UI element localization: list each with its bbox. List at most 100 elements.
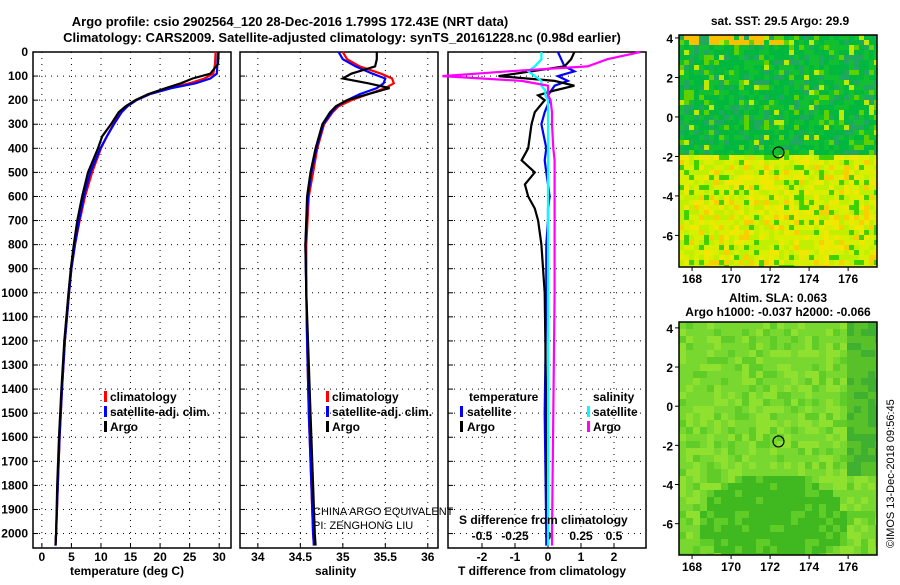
map-cell [854, 420, 861, 427]
map-cell [699, 175, 704, 180]
map-cell [869, 175, 874, 180]
legend-swatch-argo [104, 421, 107, 432]
map-cell [794, 175, 799, 180]
map-cell [693, 532, 700, 539]
map-cell [714, 130, 719, 135]
map-cell [719, 95, 724, 100]
map-cell [724, 250, 729, 255]
map-cell [686, 497, 693, 504]
map-cell [798, 434, 805, 441]
s-diff-tick-label: 0.25 [569, 529, 593, 543]
map-cell [798, 469, 805, 476]
map-cell [763, 490, 770, 497]
map-cell [869, 85, 874, 90]
map-cell [739, 85, 744, 90]
map-cell [819, 497, 826, 504]
map-cell [861, 483, 868, 490]
map-cell [847, 413, 854, 420]
map-cell [719, 215, 724, 220]
lon-tick-label: 172 [760, 560, 780, 574]
map-cell [694, 255, 699, 260]
map-cell [777, 427, 784, 434]
map-cell [839, 185, 844, 190]
map-cell [714, 40, 719, 45]
map-cell [798, 350, 805, 357]
map-cell [735, 343, 742, 350]
map-cell [679, 427, 686, 434]
map-cell [714, 170, 719, 175]
map-cell [839, 55, 844, 60]
map-cell [784, 80, 789, 85]
map-cell [784, 406, 791, 413]
map-cell [814, 40, 819, 45]
map-cell [864, 50, 869, 55]
map-cell [707, 546, 714, 553]
map-cell [812, 420, 819, 427]
map-cell [770, 483, 777, 490]
map-cell [859, 250, 864, 255]
map-cell [709, 215, 714, 220]
map-cell [763, 455, 770, 462]
map-cell [729, 130, 734, 135]
map-cell [833, 532, 840, 539]
map-cell [833, 322, 840, 329]
map-cell [749, 265, 754, 267]
map-cell [854, 50, 859, 55]
map-cell [798, 420, 805, 427]
map-cell [774, 75, 779, 80]
map-cell [804, 75, 809, 80]
map-cell [791, 371, 798, 378]
map-cell [704, 215, 709, 220]
map-cell [779, 45, 784, 50]
map-cell [839, 205, 844, 210]
map-cell [699, 165, 704, 170]
map-cell [679, 50, 684, 55]
map-cell [844, 130, 849, 135]
map-cell [764, 135, 769, 140]
map-cell [729, 190, 734, 195]
map-cell [861, 539, 868, 546]
map-cell [769, 120, 774, 125]
map-cell [829, 115, 834, 120]
map-cell [769, 260, 774, 265]
map-cell [724, 205, 729, 210]
map-cell [840, 329, 847, 336]
map-cell [854, 175, 859, 180]
map-cell [819, 60, 824, 65]
map-cell [805, 406, 812, 413]
map-cell [754, 195, 759, 200]
map-cell [679, 95, 684, 100]
map-cell [819, 504, 826, 511]
map-cell [854, 413, 861, 420]
map-cell [700, 518, 707, 525]
map-cell [689, 105, 694, 110]
map-cell [763, 350, 770, 357]
map-cell [829, 90, 834, 95]
map-cell [735, 322, 742, 329]
map-cell [764, 65, 769, 70]
map-cell [794, 205, 799, 210]
map-cell [709, 160, 714, 165]
map-cell [859, 220, 864, 225]
map-cell [847, 336, 854, 343]
map-cell [826, 504, 833, 511]
map-cell [704, 85, 709, 90]
map-cell [777, 413, 784, 420]
map-cell [714, 45, 719, 50]
map-cell [834, 225, 839, 230]
map-cell [714, 180, 719, 185]
map-cell [744, 185, 749, 190]
map-cell [735, 427, 742, 434]
map-cell [864, 120, 869, 125]
map-cell [875, 350, 877, 357]
map-cell [714, 90, 719, 95]
map-cell [719, 50, 724, 55]
map-cell [756, 371, 763, 378]
map-cell [735, 385, 742, 392]
map-cell [804, 45, 809, 50]
map-cell [854, 105, 859, 110]
map-cell [868, 462, 875, 469]
map-cell [789, 100, 794, 105]
map-cell [764, 240, 769, 245]
map-cell [799, 250, 804, 255]
